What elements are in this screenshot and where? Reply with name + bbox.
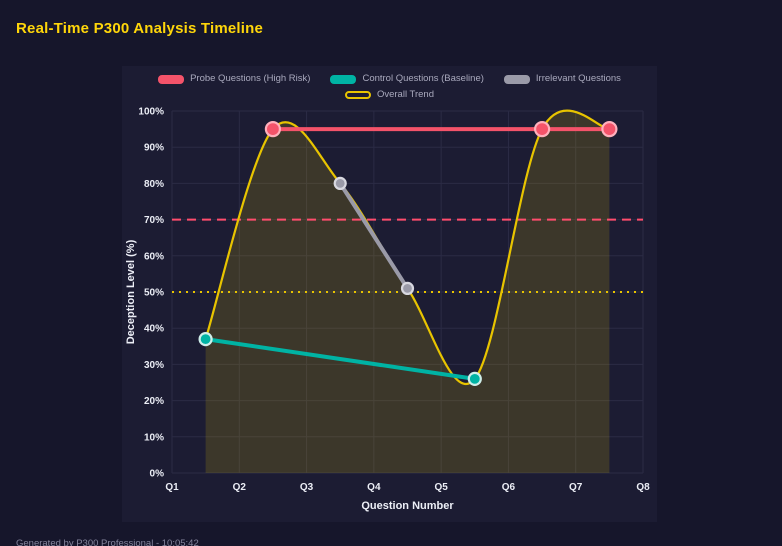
x-tick-label: Q1	[165, 482, 179, 493]
legend-swatch-irrelevant	[503, 74, 530, 84]
series-line-control	[203, 337, 477, 381]
legend-row: Overall Trend	[344, 89, 434, 101]
data-point-irrelevant[interactable]	[400, 281, 415, 295]
y-tick-label: 40%	[144, 324, 164, 335]
chart-legend: Probe Questions (High Risk) Control Quest…	[158, 73, 621, 101]
series-probe	[264, 121, 618, 138]
data-point-probe[interactable]	[534, 121, 551, 138]
legend-label: Irrelevant Questions	[535, 73, 621, 84]
data-point-probe[interactable]	[264, 121, 281, 138]
y-axis-title: Deception Level (%)	[125, 239, 137, 344]
legend-row: Probe Questions (High Risk) Control Quest…	[158, 73, 621, 85]
x-tick-label: Q7	[569, 482, 583, 493]
legend-item-trend[interactable]: Overall Trend	[344, 89, 434, 101]
y-tick-label: 80%	[144, 179, 164, 190]
series-irrelevant	[333, 176, 415, 295]
legend-swatch-trend	[344, 91, 371, 99]
data-point-irrelevant[interactable]	[333, 176, 347, 191]
x-tick-label: Q5	[434, 482, 448, 493]
y-tick-label: 70%	[144, 215, 164, 226]
data-point-control[interactable]	[467, 371, 482, 386]
y-tick-label: 100%	[138, 107, 164, 118]
series-control	[198, 332, 482, 386]
y-tick-label: 60%	[144, 251, 164, 262]
chart-panel: Probe Questions (High Risk) Control Quest…	[122, 66, 657, 522]
y-tick-label: 20%	[144, 396, 164, 407]
data-point-probe[interactable]	[601, 121, 618, 138]
legend-label: Control Questions (Baseline)	[362, 73, 484, 84]
x-tick-label: Q2	[233, 482, 247, 493]
x-tick-label: Q6	[502, 482, 516, 493]
p300-timeline-chart: 0% 10% 20% 30% 40% 50% 60% 70% 80% 90% 100% Q1 Q2 Q3 Q…	[125, 107, 650, 513]
legend-swatch-control	[330, 74, 357, 84]
legend-item-irrelevant[interactable]: Irrelevant Questions	[503, 73, 621, 85]
x-tick-label: Q4	[367, 482, 381, 493]
legend-swatch-probe	[158, 74, 185, 84]
x-axis-title: Question Number	[361, 500, 454, 512]
x-tick-label: Q8	[636, 482, 650, 493]
legend-label: Overall Trend	[376, 89, 434, 100]
y-tick-label: 0%	[150, 469, 165, 480]
x-tick-label: Q3	[300, 482, 314, 493]
y-tick-label: 10%	[144, 432, 164, 443]
data-point-control[interactable]	[198, 332, 213, 347]
footer-text: Generated by P300 Professional - 10:05:4…	[16, 538, 199, 546]
series-line-irrelevant	[338, 181, 410, 291]
legend-label: Probe Questions (High Risk)	[190, 73, 311, 84]
y-tick-label: 30%	[144, 360, 164, 371]
page-title: Real-Time P300 Analysis Timeline	[16, 20, 264, 37]
legend-item-probe[interactable]: Probe Questions (High Risk)	[158, 73, 310, 85]
y-tick-label: 90%	[144, 143, 164, 154]
axis-ticks: 0% 10% 20% 30% 40% 50% 60% 70% 80% 90% 100% Q1 Q2 Q3 Q…	[138, 107, 650, 494]
chart-grid	[171, 110, 644, 474]
y-tick-label: 50%	[144, 288, 164, 299]
legend-item-control[interactable]: Control Questions (Baseline)	[330, 73, 484, 85]
